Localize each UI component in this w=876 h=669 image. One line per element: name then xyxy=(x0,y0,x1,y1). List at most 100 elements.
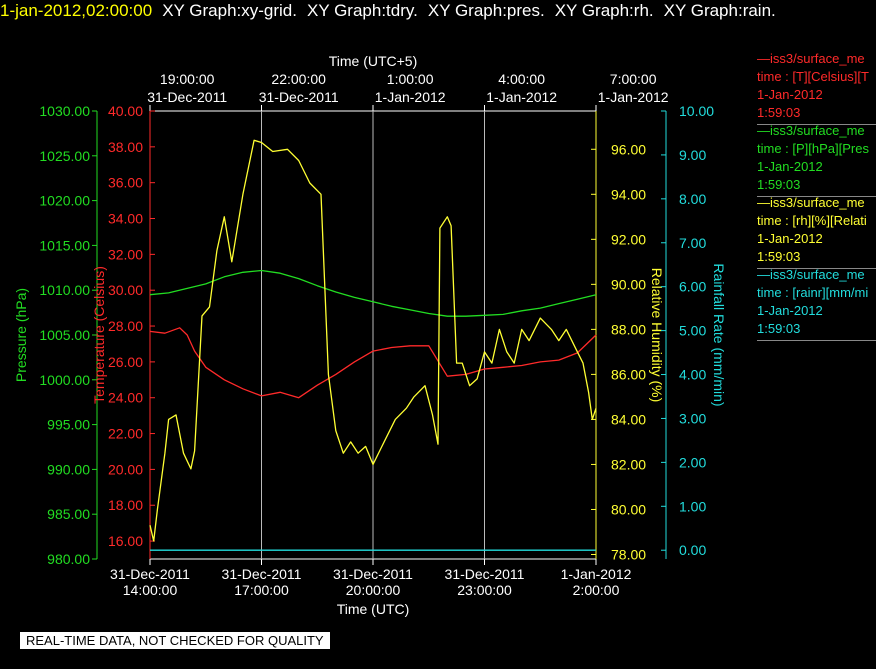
pressure-tick-label: 1025.00 xyxy=(39,148,90,164)
rain-tick-label: 10.00 xyxy=(679,103,714,119)
legend-divider xyxy=(757,340,876,341)
current-datetime: 1-jan-2012,02:00:00 xyxy=(0,1,153,20)
x-tick-label: 31-Dec-2011 xyxy=(110,566,190,582)
legend-divider xyxy=(757,268,876,269)
temperature-tick-label: 32.00 xyxy=(108,246,143,262)
series-pressure-line xyxy=(149,269,597,317)
legend-temperature-time: 1:59:03 xyxy=(757,105,801,120)
header-bar: 1-jan-2012,02:00:00 XY Graph:xy-grid. XY G… xyxy=(0,0,786,22)
humidity-tick-label: 78.00 xyxy=(611,546,646,562)
temperature-tick-label: 22.00 xyxy=(108,426,143,442)
temperature-tick-label: 40.00 xyxy=(108,103,143,119)
x-tick-label: 2:00:00 xyxy=(573,582,620,598)
legend-temperature-date: 1-Jan-2012 xyxy=(757,87,823,102)
legend-rain-source: —iss3/surface_me xyxy=(757,267,865,282)
humidity-tick-label: 88.00 xyxy=(611,321,646,337)
top-tick-label: 4:00:00 xyxy=(498,71,545,87)
tab-pres[interactable]: XY Graph:pres. xyxy=(427,1,545,20)
x-tick-label: 31-Dec-2011 xyxy=(445,566,525,582)
top-tick-label: 1:00:00 xyxy=(387,71,434,87)
temperature-tick-label: 36.00 xyxy=(108,175,143,191)
legend-rain-time: 1:59:03 xyxy=(757,321,801,336)
tab-xy-grid[interactable]: XY Graph:xy-grid. xyxy=(162,1,297,20)
legend-temperature[interactable]: —iss3/surface_me time : [T][Celsius][T 1… xyxy=(757,50,876,125)
x-tick-label: 23:00:00 xyxy=(457,582,512,598)
tab-rain[interactable]: XY Graph:rain. xyxy=(663,1,776,20)
top-tick-label: 1-Jan-2012 xyxy=(486,89,557,105)
legend-pressure-field: time : [P][hPa][Pres xyxy=(757,141,869,156)
x-tick-label: 20:00:00 xyxy=(346,582,401,598)
temperature-tick-label: 16.00 xyxy=(108,533,143,549)
humidity-tick-label: 80.00 xyxy=(611,501,646,517)
rain-tick-label: 5.00 xyxy=(679,323,706,339)
x-tick-label: 31-Dec-2011 xyxy=(222,566,302,582)
legend-pressure-source: —iss3/surface_me xyxy=(757,123,865,138)
legend-humidity-source: —iss3/surface_me xyxy=(757,195,865,210)
temperature-axis-title: Temperature (Celsius) xyxy=(91,266,107,404)
pressure-axis-title: Pressure (hPa) xyxy=(13,288,29,382)
humidity-axis-title: Relative Humidity (%) xyxy=(649,268,665,403)
pressure-tick-label: 1000.00 xyxy=(39,372,90,388)
pressure-tick-label: 1015.00 xyxy=(39,237,90,253)
x-tick-label: 1-Jan-2012 xyxy=(561,566,632,582)
pressure-tick-label: 1020.00 xyxy=(39,193,90,209)
legend-pressure-time: 1:59:03 xyxy=(757,177,801,192)
humidity-tick-label: 86.00 xyxy=(611,366,646,382)
top-tick-label: 1-Jan-2012 xyxy=(598,89,669,105)
top-tick-label: 1-Jan-2012 xyxy=(375,89,446,105)
humidity-tick-label: 96.00 xyxy=(611,141,646,157)
rain-tick-label: 9.00 xyxy=(679,147,706,163)
top-axis-title: Time (UTC+5) xyxy=(329,53,418,69)
temperature-tick-label: 26.00 xyxy=(108,354,143,370)
pressure-tick-label: 995.00 xyxy=(47,417,90,433)
pressure-tick-label: 1010.00 xyxy=(39,282,90,298)
rain-axis-title: Rainfall Rate (mm/min) xyxy=(711,263,727,406)
temperature-tick-label: 30.00 xyxy=(108,282,143,298)
rain-tick-label: 2.00 xyxy=(679,454,706,470)
rain-tick-label: 3.00 xyxy=(679,410,706,426)
rain-tick-label: 7.00 xyxy=(679,235,706,251)
legend-rain[interactable]: —iss3/surface_me time : [rainr][mm/mi 1-… xyxy=(757,266,876,341)
rain-tick-label: 8.00 xyxy=(679,191,706,207)
legend-humidity-time: 1:59:03 xyxy=(757,249,801,264)
legend-pressure[interactable]: —iss3/surface_me time : [P][hPa][Pres 1-… xyxy=(757,122,876,197)
pressure-tick-label: 985.00 xyxy=(47,506,90,522)
top-tick-label: 7:00:00 xyxy=(610,71,657,87)
humidity-tick-label: 94.00 xyxy=(611,186,646,202)
temperature-tick-label: 24.00 xyxy=(108,390,143,406)
humidity-tick-label: 84.00 xyxy=(611,411,646,427)
temperature-tick-label: 34.00 xyxy=(108,211,143,227)
legend-divider xyxy=(757,196,876,197)
temperature-tick-label: 28.00 xyxy=(108,318,143,334)
x-tick-label: 14:00:00 xyxy=(123,582,178,598)
legend-rain-field: time : [rainr][mm/mi xyxy=(757,285,869,300)
pressure-tick-label: 980.00 xyxy=(47,551,90,567)
legend-temperature-field: time : [T][Celsius][T xyxy=(757,69,869,84)
legend-rain-date: 1-Jan-2012 xyxy=(757,303,823,318)
pressure-tick-label: 1005.00 xyxy=(39,327,90,343)
series-humidity-line xyxy=(149,139,597,542)
rain-tick-label: 1.00 xyxy=(679,498,706,514)
humidity-tick-label: 92.00 xyxy=(611,231,646,247)
tab-tdry[interactable]: XY Graph:tdry. xyxy=(306,1,418,20)
top-tick-label: 31-Dec-2011 xyxy=(259,89,339,105)
temperature-tick-label: 38.00 xyxy=(108,139,143,155)
legend-humidity[interactable]: —iss3/surface_me time : [rh][%][Relati 1… xyxy=(757,194,876,269)
top-tick-label: 19:00:00 xyxy=(160,71,215,87)
x-axis-title: Time (UTC) xyxy=(337,601,410,617)
pressure-tick-label: 1030.00 xyxy=(39,103,90,119)
legend-pressure-date: 1-Jan-2012 xyxy=(757,159,823,174)
top-tick-label: 22:00:00 xyxy=(271,71,326,87)
pressure-tick-label: 990.00 xyxy=(47,461,90,477)
x-tick-label: 17:00:00 xyxy=(234,582,289,598)
rain-tick-label: 0.00 xyxy=(679,542,706,558)
tab-rh[interactable]: XY Graph:rh. xyxy=(554,1,654,20)
temperature-tick-label: 18.00 xyxy=(108,497,143,513)
legend-humidity-date: 1-Jan-2012 xyxy=(757,231,823,246)
temperature-tick-label: 20.00 xyxy=(108,461,143,477)
series-temperature-line xyxy=(149,327,597,399)
top-tick-label: 31-Dec-2011 xyxy=(147,89,227,105)
legend-humidity-field: time : [rh][%][Relati xyxy=(757,213,867,228)
rain-tick-label: 4.00 xyxy=(679,367,706,383)
